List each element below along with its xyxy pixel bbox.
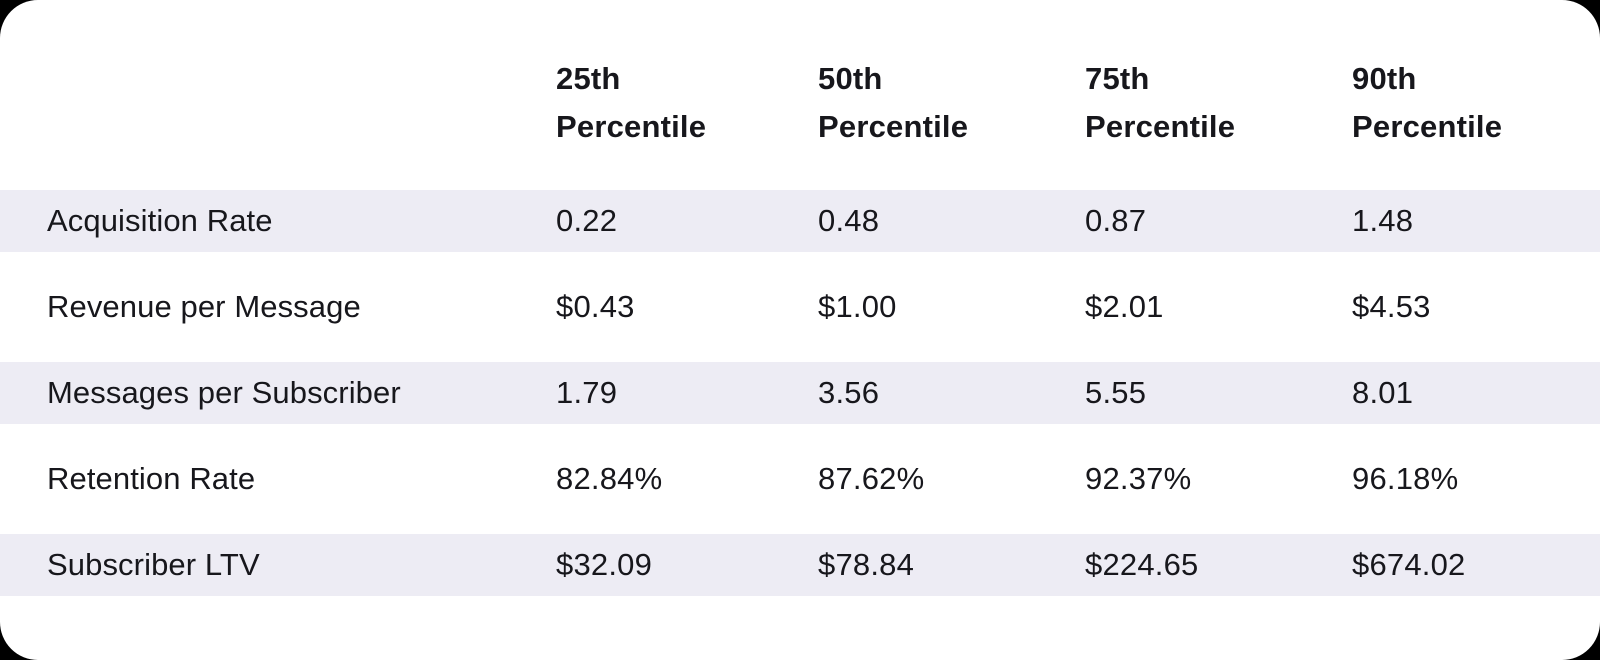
column-header-25th-percentile: 25th Percentile	[556, 55, 818, 151]
row-label: Acquisition Rate	[47, 203, 273, 238]
cell-value: $0.43	[556, 289, 635, 324]
column-header-line2: Percentile	[556, 109, 707, 144]
cell-value: $2.01	[1085, 289, 1164, 324]
cell-value: $78.84	[818, 547, 915, 582]
cell-value: $674.02	[1352, 547, 1466, 582]
cell-value: $1.00	[818, 289, 897, 324]
column-header-line1: 90th	[1352, 61, 1417, 96]
cell-value: 96.18%	[1352, 461, 1459, 496]
column-header-line2: Percentile	[1352, 109, 1503, 144]
cell-value: $4.53	[1352, 289, 1431, 324]
column-header-line2: Percentile	[1085, 109, 1236, 144]
cell-value: 1.48	[1352, 203, 1414, 238]
cell-value: 3.56	[818, 375, 880, 410]
cell-value: 5.55	[1085, 375, 1147, 410]
column-header-90th-percentile: 90th Percentile	[1352, 55, 1600, 151]
table-header-row: 25th Percentile 50th Percentile 75th Per…	[0, 0, 1600, 190]
row-label: Subscriber LTV	[47, 547, 260, 582]
table-row-subscriber-ltv: Subscriber LTV $32.09 $78.84 $224.65 $67…	[0, 534, 1600, 596]
cell-value: 82.84%	[556, 461, 663, 496]
row-label: Retention Rate	[47, 461, 256, 496]
column-header-line1: 50th	[818, 61, 883, 96]
table-row-messages-per-subscriber: Messages per Subscriber 1.79 3.56 5.55 8…	[0, 362, 1600, 424]
cell-value: 0.87	[1085, 203, 1147, 238]
cell-value: 92.37%	[1085, 461, 1192, 496]
cell-value: $224.65	[1085, 547, 1199, 582]
cell-value: 0.22	[556, 203, 618, 238]
table-row-acquisition-rate: Acquisition Rate 0.22 0.48 0.87 1.48	[0, 190, 1600, 252]
cell-value: 8.01	[1352, 375, 1414, 410]
cell-value: 1.79	[556, 375, 618, 410]
column-header-line1: 75th	[1085, 61, 1150, 96]
column-header-50th-percentile: 50th Percentile	[818, 55, 1085, 151]
cell-value: 87.62%	[818, 461, 925, 496]
cell-value: 0.48	[818, 203, 880, 238]
table-row-revenue-per-message: Revenue per Message $0.43 $1.00 $2.01 $4…	[0, 276, 1600, 338]
row-label: Revenue per Message	[47, 289, 361, 324]
row-label: Messages per Subscriber	[47, 375, 401, 410]
column-header-75th-percentile: 75th Percentile	[1085, 55, 1352, 151]
cell-value: $32.09	[556, 547, 653, 582]
column-header-line2: Percentile	[818, 109, 969, 144]
table-row-retention-rate: Retention Rate 82.84% 87.62% 92.37% 96.1…	[0, 448, 1600, 510]
column-header-line1: 25th	[556, 61, 621, 96]
